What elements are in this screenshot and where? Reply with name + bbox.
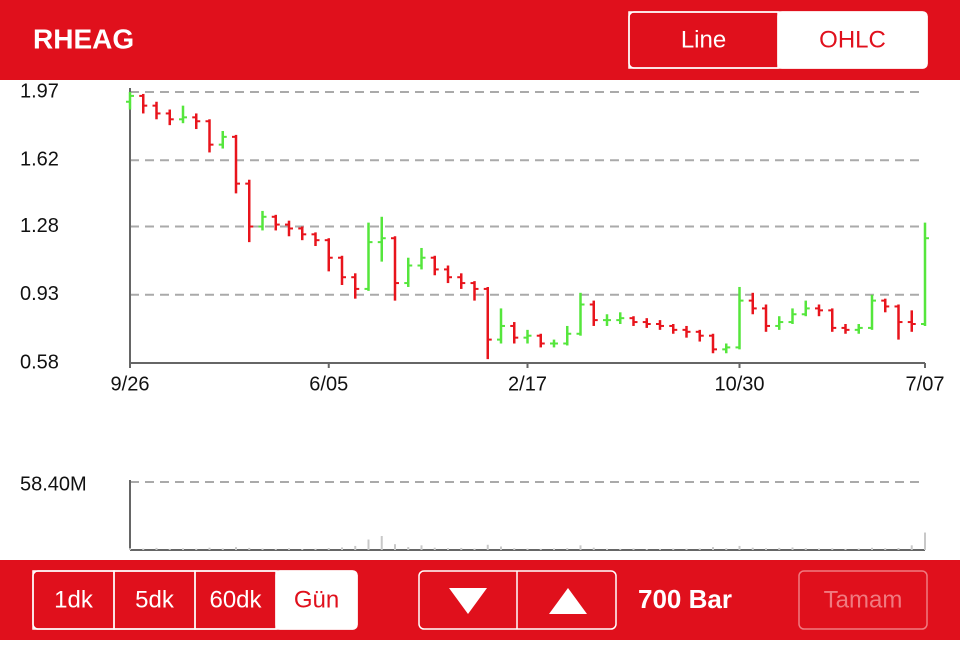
volume-bar (314, 548, 317, 550)
done-button[interactable] (798, 570, 928, 630)
volume-chart: 58.40M (20, 473, 926, 551)
volume-bar (301, 548, 304, 550)
volume-bar (367, 539, 370, 550)
mode-switch: Line OHLC (628, 11, 928, 69)
volume-bar (619, 548, 622, 550)
volume-bar (857, 548, 860, 550)
volume-bar (168, 548, 171, 550)
volume-bar (579, 545, 582, 550)
volume-bar (354, 545, 357, 550)
volume-bar (910, 545, 913, 550)
done-label: Tamam (824, 586, 903, 613)
volume-bar (897, 548, 900, 550)
volume-bar (751, 547, 754, 550)
segment-label: Gün (294, 586, 339, 613)
volume-bar (274, 548, 277, 550)
segment-label: Line (681, 26, 726, 53)
volume-bar (844, 548, 847, 550)
volume-bar (420, 545, 423, 550)
volume-bar (155, 547, 158, 550)
volume-bar (513, 548, 516, 550)
volume-bar (182, 548, 184, 550)
volume-bar (804, 548, 807, 550)
volume-bar (221, 548, 224, 550)
x-tick-label: 9/26 (111, 373, 150, 395)
y-tick-label: 58.40M (20, 473, 87, 495)
volume-bar (248, 547, 251, 550)
y-tick-label: 1.62 (20, 149, 59, 171)
volume-bar (288, 548, 290, 550)
price-chart: 0.58 0.93 1.28 1.62 1.97 9/26 6/05 2/17 10/30 7/0… (20, 80, 944, 395)
volume-bar (871, 547, 873, 550)
volume-bar (725, 548, 728, 550)
y-tick-label: 1.97 (20, 80, 59, 102)
volume-bar (486, 544, 489, 550)
volume-bar (473, 548, 476, 550)
volume-bar (831, 548, 834, 550)
volume-bar (553, 548, 555, 550)
volume-bar (632, 548, 635, 550)
volume-bar (380, 536, 383, 550)
volume-bar (235, 547, 237, 550)
volume-bar (698, 548, 701, 550)
volume-bar (327, 548, 330, 550)
segment-label: OHLC (819, 26, 886, 53)
volume-bar (765, 548, 767, 550)
decrease-button[interactable] (449, 588, 487, 614)
segment-label: 60dk (209, 586, 262, 613)
volume-bar (738, 545, 741, 550)
volume-bar (142, 548, 145, 550)
bar-count: 700 Bar (638, 584, 732, 614)
segment-button[interactable] (275, 570, 358, 630)
volume-bar (791, 547, 794, 550)
x-tick-label: 10/30 (714, 373, 764, 395)
y-tick-label: 0.58 (20, 351, 59, 373)
volume-bar (500, 546, 502, 550)
volume-bar (394, 544, 396, 550)
volume-bar (884, 548, 887, 550)
volume-bar (447, 548, 449, 550)
volume-bar (433, 547, 436, 550)
x-tick-label: 6/05 (309, 373, 348, 395)
volume-bar (460, 547, 463, 550)
symbol-title: RHEAG (33, 23, 134, 54)
x-tick-label: 2/17 (508, 373, 547, 395)
interval-switch: 1dk 5dk 60dk Gün (32, 570, 358, 630)
segment-button[interactable] (777, 11, 928, 69)
volume-bar (659, 548, 661, 550)
volume-bar (924, 532, 926, 550)
volume-bar (606, 548, 608, 550)
segment-label: 5dk (135, 586, 175, 613)
volume-bar (712, 547, 714, 550)
volume-bar (539, 548, 542, 550)
volume-bar (195, 548, 198, 550)
volume-bar (818, 548, 820, 550)
volume-bar (685, 548, 688, 550)
x-tick-label: 7/07 (906, 373, 945, 395)
increase-button[interactable] (549, 588, 587, 614)
volume-bar (645, 548, 648, 550)
volume-bar (129, 548, 131, 550)
y-tick-label: 1.28 (20, 215, 59, 237)
segment-label: 1dk (54, 586, 94, 613)
volume-bar (672, 548, 675, 550)
volume-bar (261, 548, 264, 550)
y-tick-label: 0.93 (20, 283, 59, 305)
volume-bar (778, 547, 781, 550)
volume-bar (592, 547, 595, 550)
volume-bar (208, 547, 211, 550)
volume-bar (566, 548, 569, 550)
volume-bar (526, 548, 529, 550)
volume-bar (341, 547, 343, 550)
volume-bar (407, 547, 410, 550)
